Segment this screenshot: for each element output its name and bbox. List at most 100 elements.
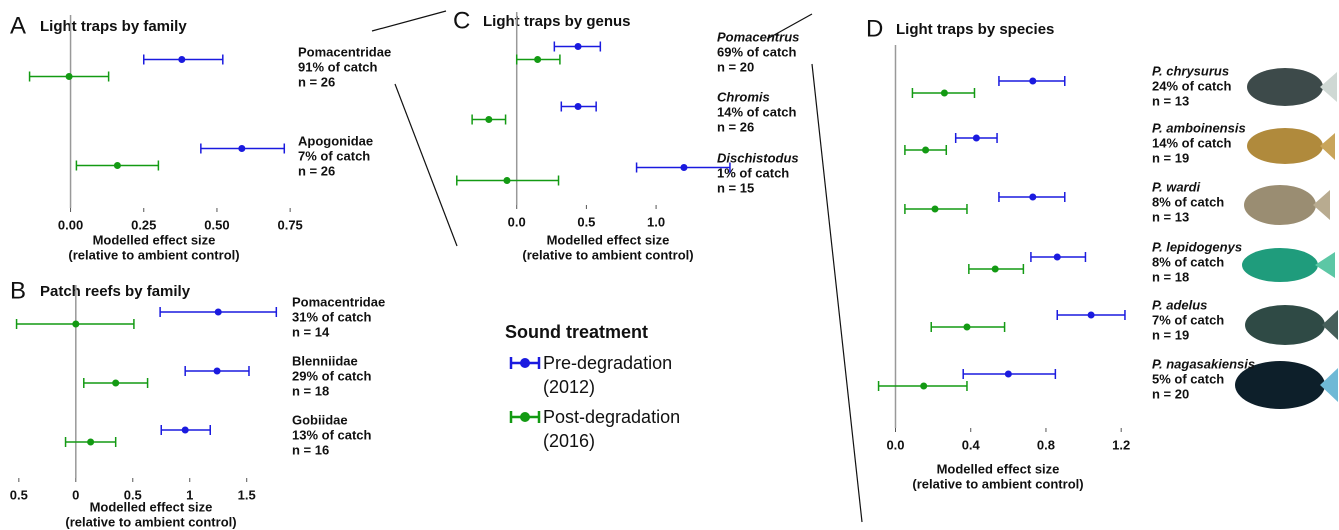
- fish-image: [1244, 185, 1316, 225]
- category-note: 8% of catch: [1152, 194, 1224, 209]
- category-n: n = 19: [1152, 150, 1189, 165]
- x-tick-label: 0.0: [886, 437, 904, 452]
- point-estimate: [215, 309, 222, 316]
- fish-tail: [1320, 133, 1335, 160]
- category-label: Blenniidae: [292, 353, 358, 368]
- panel: C Light traps by genus 0.0 0.5 1.0 Modelled e…: [453, 7, 799, 262]
- x-tick-label: 0.0: [508, 214, 526, 229]
- x-tick-label: 0: [72, 487, 79, 502]
- legend-entry: Post-degradation (2016): [505, 405, 725, 453]
- category-label: Pomacentrus: [717, 29, 799, 44]
- x-axis-label: Modelled effect size: [547, 232, 670, 247]
- fish-image: [1245, 305, 1325, 345]
- point-estimate: [973, 135, 980, 142]
- point-estimate: [920, 383, 927, 390]
- fish-tail: [1315, 252, 1335, 278]
- panel-letter: D: [866, 15, 883, 42]
- category-n: n = 26: [298, 163, 335, 178]
- category-note: 69% of catch: [717, 44, 797, 59]
- panel-title: Light traps by family: [40, 18, 187, 35]
- point-estimate: [214, 368, 221, 375]
- panel-title: Light traps by genus: [483, 13, 631, 30]
- point-estimate: [931, 206, 938, 213]
- point-estimate: [1029, 194, 1036, 201]
- x-tick-label: 0.5: [10, 487, 28, 502]
- legend-marker: [520, 412, 530, 422]
- category-note: 14% of catch: [717, 104, 797, 119]
- panel-letter: B: [10, 277, 26, 304]
- panel-letter: C: [453, 7, 470, 34]
- x-tick-label: 1.5: [238, 487, 256, 502]
- point-estimate: [112, 380, 119, 387]
- category-n: n = 16: [292, 442, 329, 457]
- point-estimate: [238, 145, 245, 152]
- category-label: Gobiidae: [292, 412, 348, 427]
- point-estimate: [963, 324, 970, 331]
- point-estimate: [992, 266, 999, 273]
- x-axis-label: Modelled effect size: [93, 232, 216, 247]
- legend-swatch: [505, 351, 543, 373]
- point-estimate: [1029, 78, 1036, 85]
- x-axis-label: Modelled effect size: [90, 499, 213, 514]
- fish-tail: [1313, 190, 1330, 220]
- point-estimate: [534, 56, 541, 63]
- point-estimate: [87, 439, 94, 446]
- connector-line: [395, 84, 457, 246]
- point-estimate: [114, 162, 121, 169]
- point-estimate: [485, 116, 492, 123]
- x-axis-label: (relative to ambient control): [912, 476, 1083, 491]
- x-axis-label: (relative to ambient control): [68, 247, 239, 262]
- category-label: P. amboinensis: [1152, 120, 1246, 135]
- fish-tail: [1320, 72, 1337, 102]
- panel-letter: A: [10, 12, 26, 39]
- point-estimate: [503, 177, 510, 184]
- category-note: 24% of catch: [1152, 78, 1232, 93]
- point-estimate: [1005, 371, 1012, 378]
- fish-image: [1247, 68, 1323, 106]
- panel-title: Patch reefs by family: [40, 283, 191, 300]
- x-tick-label: 0.00: [58, 217, 83, 232]
- point-estimate: [1054, 254, 1061, 261]
- category-label: P. nagasakiensis: [1152, 356, 1255, 371]
- category-note: 14% of catch: [1152, 135, 1232, 150]
- category-note: 5% of catch: [1152, 371, 1224, 386]
- point-estimate: [575, 43, 582, 50]
- category-note: 31% of catch: [292, 309, 372, 324]
- category-note: 7% of catch: [1152, 312, 1224, 327]
- category-note: 91% of catch: [298, 59, 378, 74]
- point-estimate: [941, 90, 948, 97]
- point-estimate: [66, 73, 73, 80]
- x-tick-label: 0.25: [131, 217, 156, 232]
- point-estimate: [182, 427, 189, 434]
- connector-line: [812, 64, 862, 522]
- category-n: n = 19: [1152, 327, 1189, 342]
- fish-tail: [1320, 368, 1338, 402]
- point-estimate: [1088, 312, 1095, 319]
- category-label: Chromis: [717, 89, 770, 104]
- x-axis-label: (relative to ambient control): [522, 247, 693, 262]
- category-label: P. chrysurus: [1152, 63, 1229, 78]
- category-n: n = 13: [1152, 93, 1189, 108]
- connector-line: [372, 11, 446, 31]
- point-estimate: [680, 164, 687, 171]
- category-note: 8% of catch: [1152, 254, 1224, 269]
- panel-title: Light traps by species: [896, 21, 1054, 38]
- category-n: n = 18: [292, 383, 329, 398]
- category-note: 7% of catch: [298, 148, 370, 163]
- category-n: n = 20: [717, 59, 754, 74]
- x-axis-label: Modelled effect size: [937, 461, 1060, 476]
- legend-entry: Pre-degradation (2012): [505, 351, 725, 399]
- legend-title: Sound treatment: [505, 322, 725, 343]
- x-tick-label: 1.0: [647, 214, 665, 229]
- legend-swatch: [505, 405, 543, 427]
- x-tick-label: 0.5: [577, 214, 595, 229]
- category-n: n = 20: [1152, 386, 1189, 401]
- panel: ALight traps by family0.000.250.500.75Mo…: [10, 12, 391, 262]
- category-label: Pomacentridae: [298, 44, 391, 59]
- fish-image: [1242, 248, 1318, 282]
- category-n: n = 26: [298, 74, 335, 89]
- page: {"legend": {"title": "Sound treatment", …: [0, 0, 1339, 530]
- fish-tail: [1322, 310, 1338, 340]
